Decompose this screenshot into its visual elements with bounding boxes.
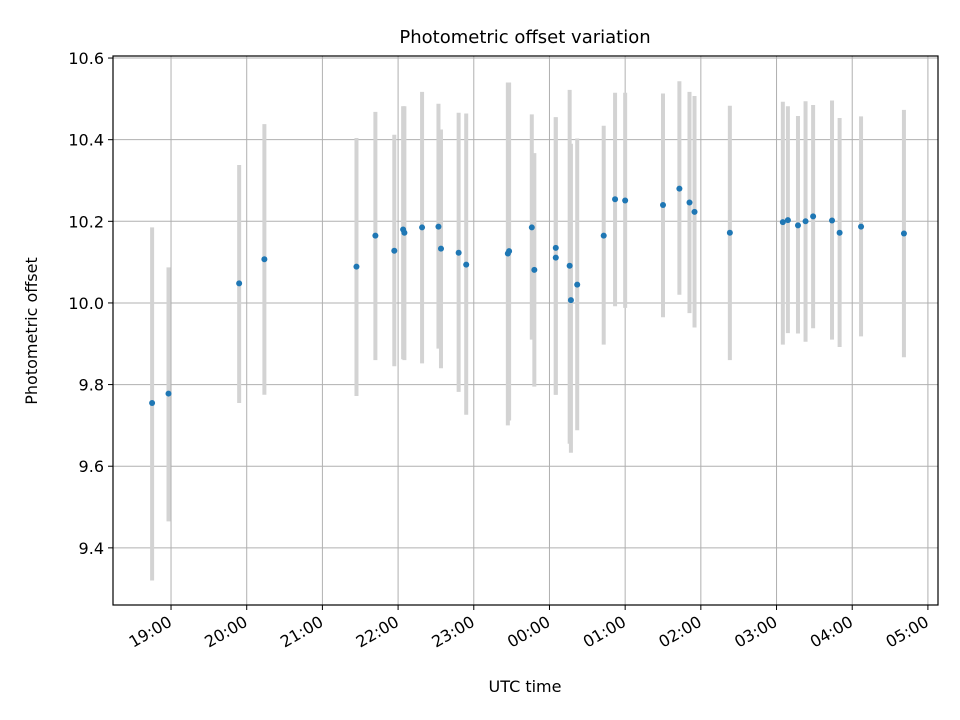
data-point [829,217,836,224]
data-point [810,213,817,220]
x-axis-label: UTC time [489,677,562,696]
plot-area-frame [112,55,939,606]
y-tick-label: 9.6 [79,457,104,476]
data-point [676,185,683,192]
data-point [691,208,698,215]
data-point [552,254,559,261]
grid-lines [113,56,938,605]
y-tick-label: 10.2 [68,212,104,231]
data-point [784,217,791,224]
y-tick-label: 10.4 [68,131,104,150]
data-point [353,263,360,270]
data-point [401,229,408,236]
y-axis-ticks: 9.4 9.6 9.8 10.0 10.2 10.4 10.6 [68,49,113,558]
data-point [528,224,535,231]
data-point [622,197,629,204]
y-tick-label: 10.6 [68,49,104,68]
y-tick-label: 10.0 [68,294,104,313]
data-point [552,244,559,251]
data-point [726,229,733,236]
data-point [600,232,607,239]
data-point [506,248,513,255]
y-tick-label: 9.4 [79,539,104,558]
data-point [419,224,426,231]
data-point [802,218,809,225]
data-point [391,247,398,254]
data-point [463,261,470,268]
data-point [660,201,666,208]
data-point [858,223,865,230]
y-axis-label: Photometric offset [22,257,41,405]
data-point [612,196,619,203]
chart-title: Photometric offset variation [399,27,650,48]
data-point [566,262,573,269]
data-point [567,297,574,304]
data-point [149,399,156,406]
data-point [455,249,462,256]
data-point [779,219,786,226]
data-point [261,256,268,263]
data-point [372,232,379,239]
data-point [900,230,907,237]
data-point [435,223,442,230]
y-tick-label: 9.8 [79,376,104,395]
data-point [686,199,693,206]
data-point [794,222,801,229]
data-point [836,229,843,236]
data-point [531,266,538,273]
data-point [165,390,172,397]
data-points [149,185,907,406]
data-point [574,281,581,288]
data-point [236,280,243,287]
data-point [437,245,444,252]
